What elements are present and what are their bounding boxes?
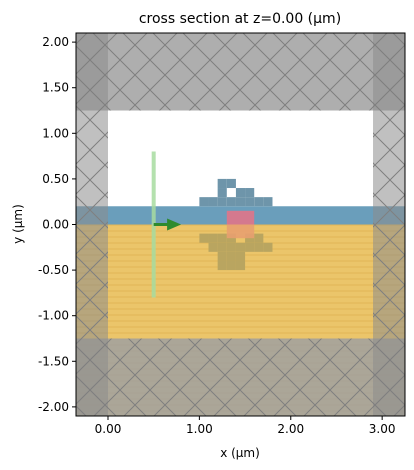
top-pml-hatch [76, 33, 405, 111]
design-pixel [226, 260, 236, 271]
design-pixel [254, 197, 264, 207]
design-pixel [226, 242, 236, 252]
y-tick-label: -1.00 [38, 309, 69, 323]
y-tick-label: 0.00 [42, 218, 69, 232]
x-tick-label: 2.00 [277, 422, 304, 436]
y-tick-label: 1.50 [42, 81, 69, 95]
y-tick-label: 2.00 [42, 35, 69, 49]
design-pixel [235, 251, 246, 261]
design-pixel [217, 178, 227, 189]
x-axis-label: x (μm) [220, 446, 260, 460]
design-pixel [217, 242, 227, 252]
plot-area [76, 33, 405, 416]
design-pixel [217, 260, 227, 271]
x-tick-label: 0.00 [95, 422, 122, 436]
design-pixel [245, 188, 255, 198]
design-pixel [235, 197, 246, 207]
left-pml-hatch [76, 33, 108, 416]
y-tick-label: -2.00 [38, 400, 69, 414]
y-tick-label: 0.50 [42, 172, 69, 186]
design-pixel [235, 260, 246, 271]
y-axis-label: y (μm) [11, 204, 25, 244]
design-pixel [217, 188, 227, 198]
y-tick-label: -0.50 [38, 263, 69, 277]
design-pixel [199, 197, 209, 207]
design-pixel [208, 242, 218, 252]
y-tick-label: -1.50 [38, 354, 69, 368]
design-pixel [217, 233, 227, 243]
x-tick-label: 3.00 [369, 422, 396, 436]
design-pixel [208, 197, 218, 207]
design-pixel [226, 178, 236, 189]
monitor-region-lower [226, 224, 255, 239]
design-pixel [263, 197, 273, 207]
design-pixel [226, 197, 236, 207]
chart-title: cross section at z=0.00 (μm) [139, 11, 341, 27]
design-pixel [254, 233, 264, 243]
x-axis: 0.00 1.00 2.00 3.00 [95, 416, 396, 436]
design-pixel [208, 233, 218, 243]
design-pixel [263, 242, 273, 252]
source-arrow-head [167, 218, 182, 231]
design-pixel [235, 188, 246, 198]
design-pixel [245, 242, 255, 252]
design-pixel [254, 242, 264, 252]
bottom-pml-hatch [76, 338, 405, 416]
design-pixel [217, 251, 227, 261]
right-pml-hatch [373, 33, 405, 416]
design-pixel [235, 242, 246, 252]
design-pixel [245, 197, 255, 207]
y-tick-label: 1.00 [42, 126, 69, 140]
x-tick-label: 1.00 [186, 422, 213, 436]
design-pixel [217, 197, 227, 207]
monitor-region [226, 210, 255, 225]
design-pixel [226, 251, 236, 261]
y-axis: 2.00 1.50 1.00 0.50 0.00 -0.50 -1.00 -1.50 -2.00 [38, 35, 76, 414]
design-pixel [199, 233, 209, 243]
